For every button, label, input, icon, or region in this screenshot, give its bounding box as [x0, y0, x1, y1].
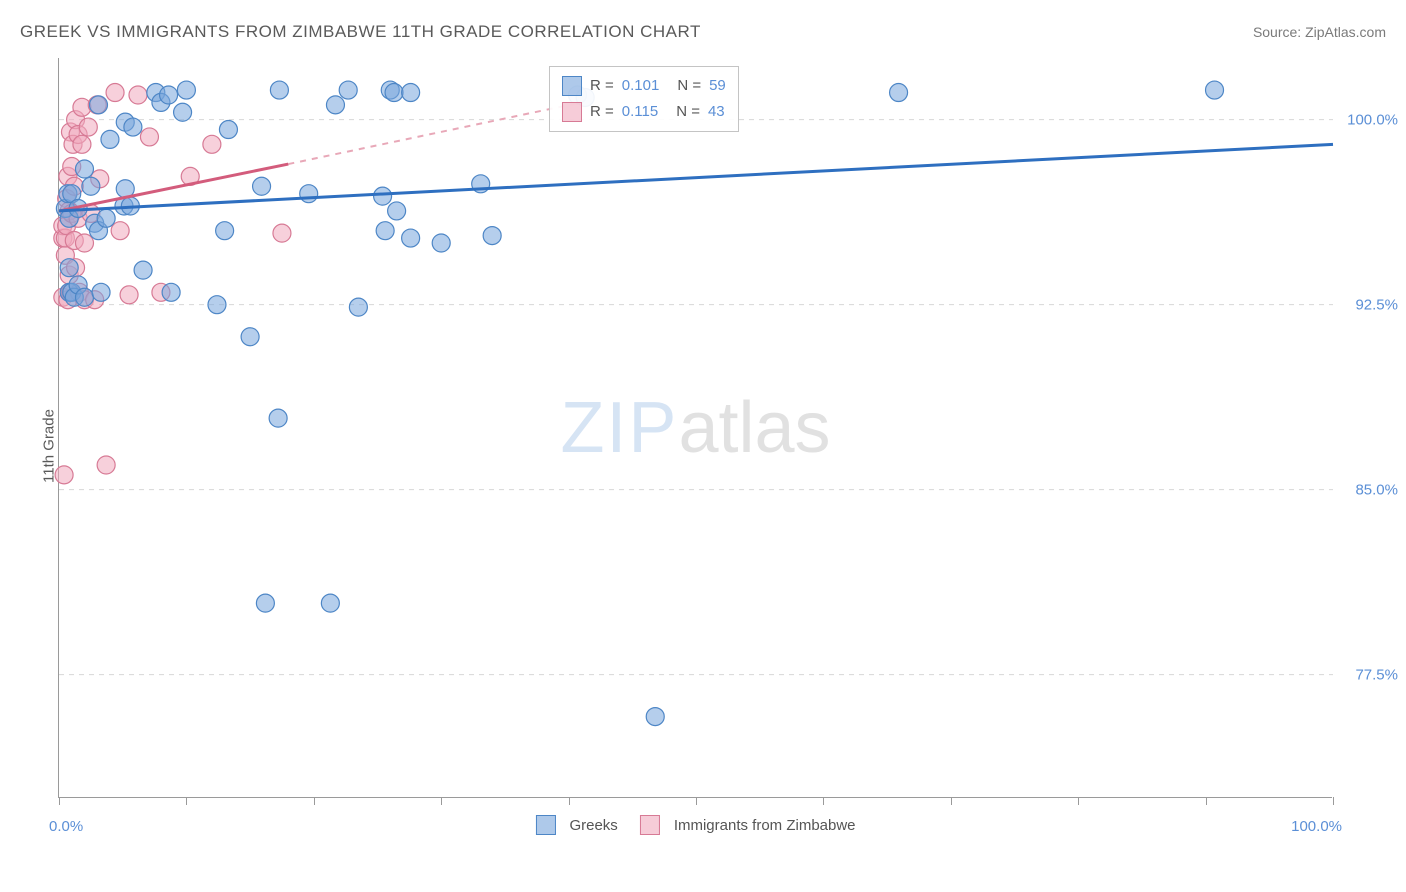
swatch-pink-icon — [640, 815, 660, 835]
y-tick-label: 77.5% — [1338, 666, 1398, 683]
plot-area: ZIPatlas 77.5%85.0%92.5%100.0% 0.0% 100.… — [58, 58, 1332, 798]
y-axis-label: 11th Grade — [40, 409, 57, 483]
legend-n-label: N = — [677, 73, 701, 99]
legend-greeks-r: 0.101 — [622, 73, 660, 99]
legend-row-greeks: R = 0.101 N = 59 — [562, 73, 726, 99]
legend-zim-n: 43 — [708, 99, 725, 125]
legend-greeks-n: 59 — [709, 73, 726, 99]
x-axis-min-label: 0.0% — [49, 818, 83, 835]
series-legend: Greeks Immigrants from Zimbabwe — [535, 815, 855, 835]
y-tick-label: 85.0% — [1338, 481, 1398, 498]
legend-row-zimbabwe: R = 0.115 N = 43 — [562, 99, 726, 125]
swatch-pink-icon — [562, 102, 582, 122]
x-axis-max-label: 100.0% — [1291, 818, 1342, 835]
correlation-legend: R = 0.101 N = 59 R = 0.115 N = 43 — [549, 66, 739, 132]
legend-label-greeks: Greeks — [569, 817, 617, 834]
y-tick-label: 92.5% — [1338, 296, 1398, 313]
legend-label-zimbabwe: Immigrants from Zimbabwe — [674, 817, 856, 834]
legend-r-label-2: R = — [590, 99, 614, 125]
swatch-blue-icon — [535, 815, 555, 835]
swatch-blue-icon — [562, 76, 582, 96]
y-tick-label: 100.0% — [1338, 111, 1398, 128]
source-label: Source: ZipAtlas.com — [1253, 24, 1386, 40]
scatter-svg — [59, 58, 1332, 797]
legend-zim-r: 0.115 — [622, 99, 658, 125]
legend-n-label-2: N = — [676, 99, 700, 125]
chart-title: GREEK VS IMMIGRANTS FROM ZIMBABWE 11TH G… — [20, 22, 701, 42]
legend-r-label: R = — [590, 73, 614, 99]
